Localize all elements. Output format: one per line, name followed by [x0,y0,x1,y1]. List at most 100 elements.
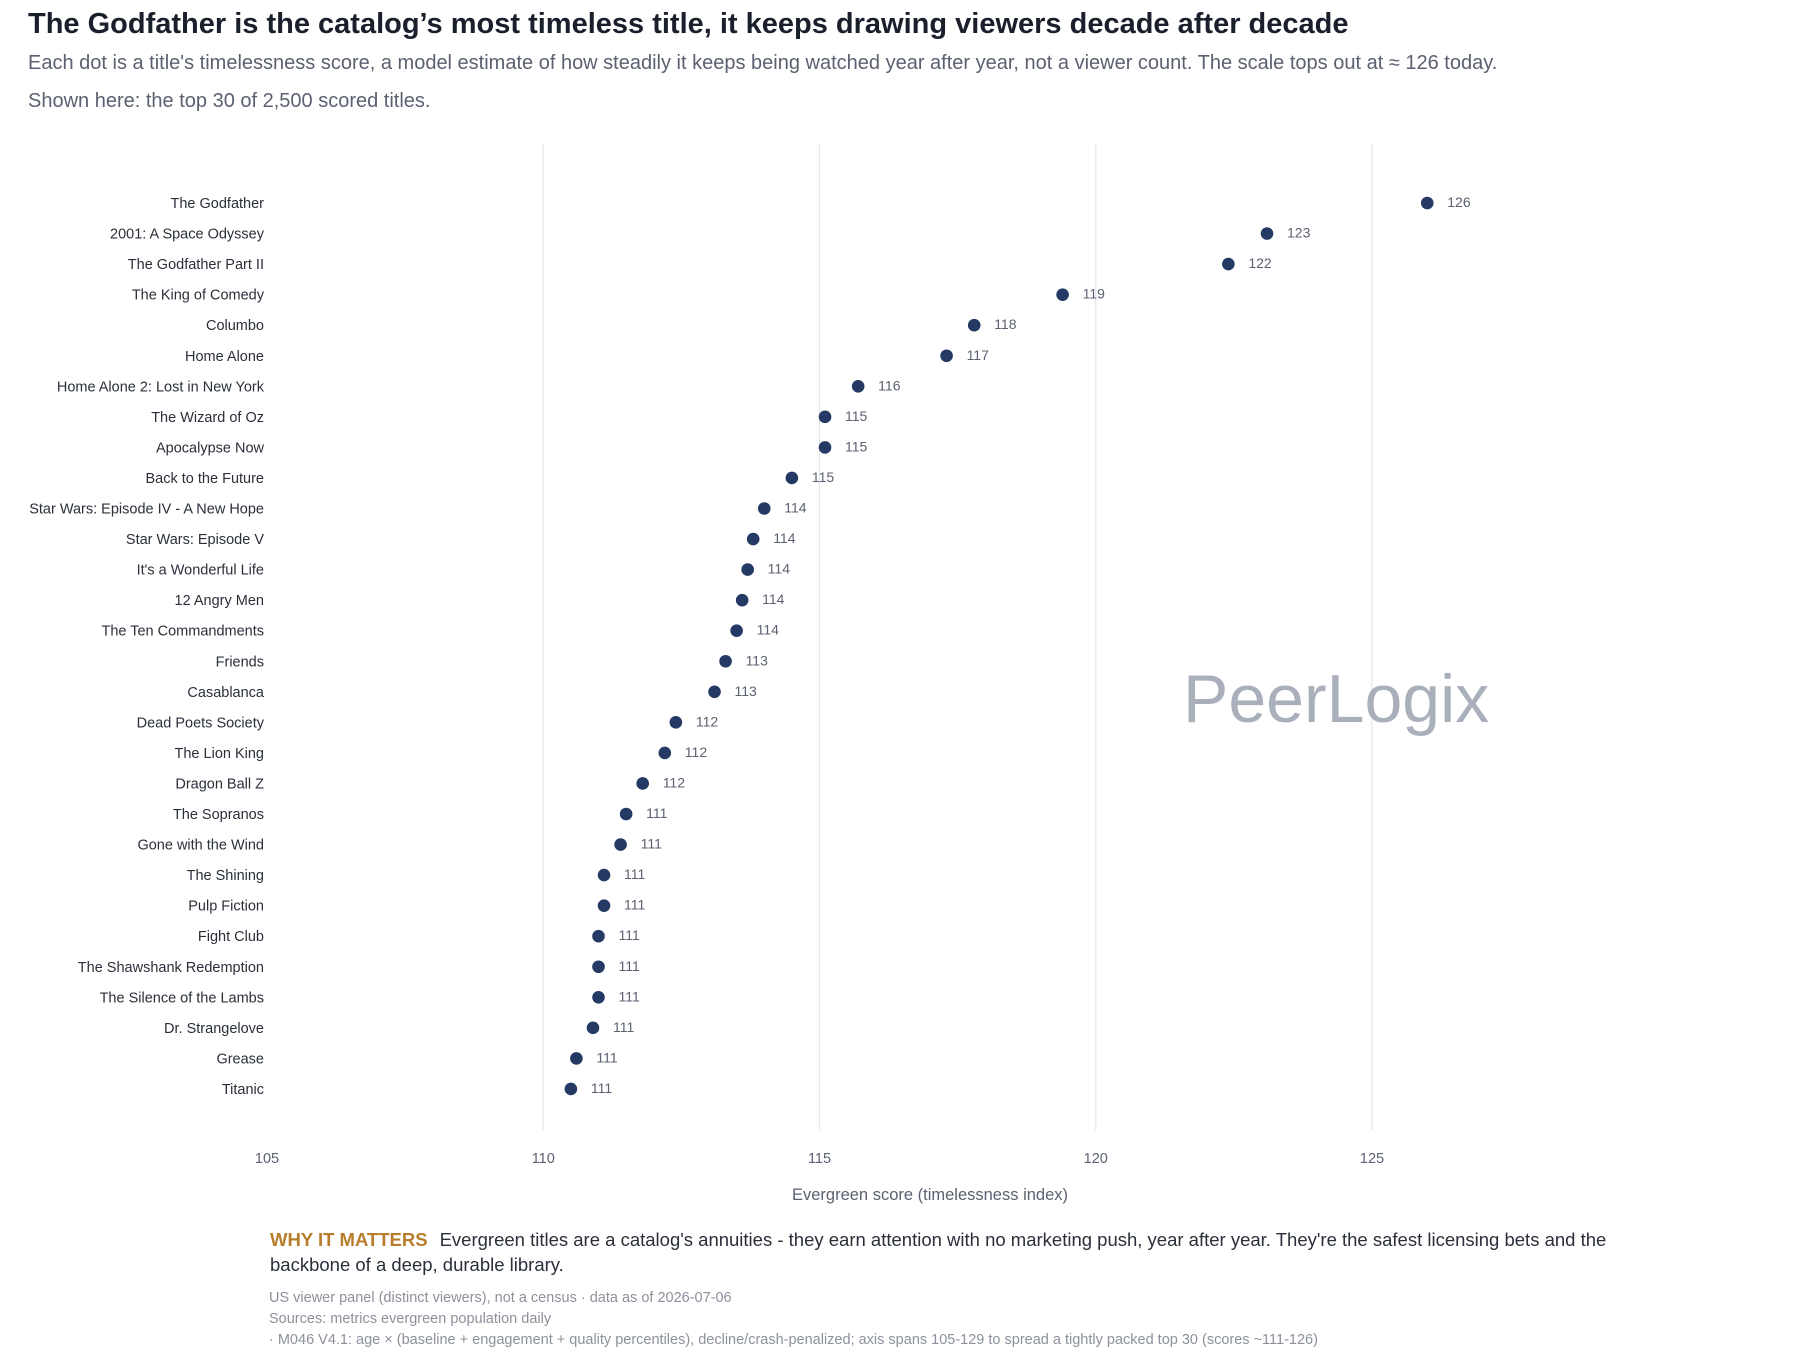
data-label: 114 [757,622,780,638]
data-point [818,441,832,454]
x-tick-label: 105 [255,1151,279,1167]
data-point [757,502,771,515]
data-point [636,777,649,790]
data-label: 113 [735,683,758,699]
data-label: 114 [768,561,791,577]
y-category-label: The King of Comedy [132,288,265,304]
data-label: 114 [773,530,796,546]
data-label: 111 [613,1019,634,1035]
y-category-label: The Shining [187,868,264,884]
why-it-matters: WHY IT MATTERS Evergreen titles are a cat… [270,1227,1620,1277]
data-label: 114 [762,591,785,607]
data-point [597,899,611,912]
footnote-method: · M046 V4.1: age × (baseline + engagemen… [269,1332,1318,1348]
data-point [586,1021,600,1035]
chart-title: The Godfather is the catalog’s most time… [28,8,1349,40]
x-tick-label: 125 [1360,1151,1384,1167]
chart-subtitle: Each dot is a title's timelessness score… [28,52,1498,74]
y-category-label: The Silence of the Lambs [100,990,264,1006]
y-category-label: The Sopranos [173,807,264,823]
data-label: 126 [1447,194,1471,210]
x-tick-label: 110 [532,1151,555,1167]
data-label: 111 [646,805,667,821]
x-axis-label: Evergreen score (timelessness index) [792,1186,1068,1204]
dot-plot: 105 110 115 120 125 Evergreen score (timeless… [29,144,1471,1204]
footnote-sources: Sources: metrics evergreen population da… [269,1311,552,1327]
data-point [570,1052,583,1065]
data-point [658,746,672,760]
data-point [735,593,749,607]
y-category-label: The Godfather [171,196,265,212]
data-point [1222,257,1235,271]
data-label: 112 [685,744,708,760]
y-category-label: Star Wars: Episode IV - A New Hope [29,502,264,518]
y-category-label: Friends [216,654,264,670]
data-label: 111 [624,897,645,913]
x-tick-label: 115 [808,1151,831,1167]
why-it-matters-heading: WHY IT MATTERS [270,1229,428,1250]
data-label: 118 [994,316,1017,332]
data-point [818,410,832,424]
data-label: 111 [641,836,662,852]
x-tick-label: 120 [1084,1151,1108,1167]
y-category-label: Dead Poets Society [137,715,265,731]
data-point [1056,288,1069,301]
y-category-label: Pulp Fiction [188,899,264,915]
footnote-panel: US viewer panel (distinct viewers), not … [269,1290,732,1306]
data-label: 119 [1083,286,1106,302]
data-label: 114 [784,500,807,516]
data-label: 111 [619,958,640,974]
watermark-logo: PeerLogix [1183,661,1490,737]
data-point [592,991,605,1004]
data-point [719,654,732,668]
data-point [564,1082,578,1096]
y-category-label: Home Alone 2: Lost in New York [57,379,265,395]
y-category-label: Gone with the Wind [137,838,264,854]
data-point [614,838,627,851]
data-label: 112 [663,774,686,790]
data-label: 115 [845,438,868,454]
chart-subtitle-scope: Shown here: the top 30 of 2,500 scored t… [28,90,431,112]
data-point [592,929,605,943]
y-category-label: Star Wars: Episode V [126,532,264,548]
y-category-label: Titanic [222,1082,264,1098]
data-label: 113 [746,652,769,668]
y-category-label: Home Alone [185,349,264,365]
data-point [746,532,760,546]
data-point [730,624,743,637]
y-category-label: The Lion King [175,746,264,762]
data-label: 115 [812,469,835,485]
data-point [592,960,605,974]
data-label: 116 [878,377,901,393]
data-point [785,471,799,485]
y-category-label: Columbo [206,318,264,334]
y-category-label: Casablanca [187,685,265,701]
data-label: 111 [619,988,640,1004]
y-category-label: Dragon Ball Z [175,776,264,792]
data-point [1420,196,1434,210]
data-label: 115 [845,408,868,424]
data-point [708,685,721,699]
data-point [741,563,754,576]
y-category-label: Apocalypse Now [156,440,265,456]
y-category-label: The Shawshank Redemption [78,960,264,976]
data-point [851,380,865,393]
y-category-label: The Godfather Part II [128,257,264,273]
y-category-label: 12 Angry Men [175,593,264,609]
data-label: 117 [967,347,990,363]
why-it-matters-text: Evergreen titles are a catalog's annuiti… [270,1229,1607,1275]
y-category-label: Dr. Strangelove [164,1021,264,1037]
data-point [669,716,683,729]
data-point [619,807,633,821]
y-category-label: It's a Wonderful Life [137,563,264,579]
y-category-label: Fight Club [198,929,264,945]
y-category-label: The Ten Commandments [101,624,264,640]
data-label: 111 [619,927,640,943]
data-label: 123 [1287,225,1311,241]
data-point [597,868,611,882]
y-category-label: Back to the Future [146,471,264,487]
data-label: 112 [696,713,719,729]
data-label: 111 [624,866,645,882]
data-label: 111 [591,1080,612,1096]
data-point [967,318,981,332]
